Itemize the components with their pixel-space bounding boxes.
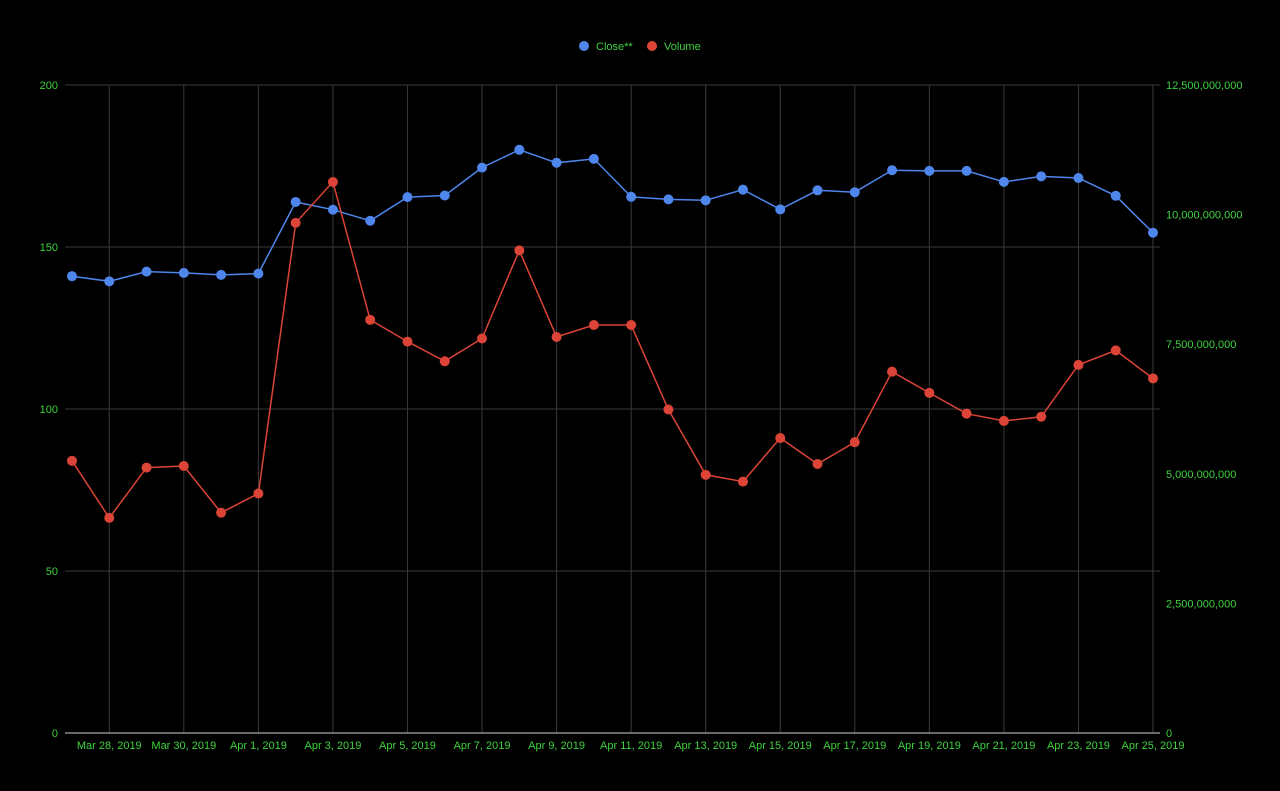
y-left-tick-label: 50 xyxy=(46,566,58,578)
close-series-line xyxy=(71,148,1154,283)
volume-data-point[interactable] xyxy=(812,458,823,469)
x-tick-label: Apr 15, 2019 xyxy=(749,740,812,752)
volume-data-point[interactable] xyxy=(1073,359,1084,370)
volume-data-point[interactable] xyxy=(290,217,301,228)
x-tick-label: Apr 9, 2019 xyxy=(528,740,585,752)
volume-series-line xyxy=(71,180,1154,520)
y-left-tick-label: 100 xyxy=(40,404,58,416)
volume-data-point[interactable] xyxy=(253,488,264,499)
volume-data-point[interactable] xyxy=(1036,411,1047,422)
close-data-point[interactable] xyxy=(1073,172,1084,183)
volume-data-point[interactable] xyxy=(514,245,525,256)
close-data-point[interactable] xyxy=(551,157,562,168)
close-data-point[interactable] xyxy=(253,268,264,279)
close-data-point[interactable] xyxy=(402,192,413,203)
close-data-point[interactable] xyxy=(104,276,115,287)
volume-data-point[interactable] xyxy=(588,320,599,331)
volume-data-point[interactable] xyxy=(1110,345,1121,356)
close-data-point[interactable] xyxy=(67,271,77,282)
close-data-point[interactable] xyxy=(998,176,1009,187)
volume-data-point[interactable] xyxy=(700,469,711,480)
close-data-point[interactable] xyxy=(365,215,376,226)
close-data-point[interactable] xyxy=(812,185,823,196)
x-tick-label: Apr 17, 2019 xyxy=(823,740,886,752)
volume-data-point[interactable] xyxy=(998,415,1009,426)
legend-close-marker[interactable] xyxy=(579,41,589,51)
volume-data-point[interactable] xyxy=(551,331,562,342)
volume-data-point[interactable] xyxy=(365,314,376,325)
close-data-point[interactable] xyxy=(849,187,860,198)
volume-data-point[interactable] xyxy=(849,437,860,448)
x-tick-label: Apr 23, 2019 xyxy=(1047,740,1110,752)
close-data-point[interactable] xyxy=(887,165,898,176)
x-tick-label: Apr 13, 2019 xyxy=(674,740,737,752)
close-data-point[interactable] xyxy=(663,194,674,205)
close-data-point[interactable] xyxy=(141,266,152,277)
y-right-tick-label: 7,500,000,000 xyxy=(1166,339,1236,351)
close-data-point[interactable] xyxy=(290,196,301,207)
close-data-point[interactable] xyxy=(775,204,786,215)
legend[interactable]: Close** Volume xyxy=(579,41,701,53)
close-data-point[interactable] xyxy=(178,267,189,278)
close-data-point[interactable] xyxy=(700,195,711,206)
volume-data-point[interactable] xyxy=(178,461,189,472)
volume-data-point[interactable] xyxy=(216,507,227,518)
volume-data-point[interactable] xyxy=(402,336,413,347)
x-tick-label: Mar 30, 2019 xyxy=(151,740,216,752)
volume-data-point[interactable] xyxy=(67,455,77,466)
volume-data-point[interactable] xyxy=(141,462,152,473)
close-data-point[interactable] xyxy=(737,184,748,195)
y-right-tick-label: 0 xyxy=(1166,728,1172,740)
legend-volume-label[interactable]: Volume xyxy=(664,41,701,53)
x-tick-label: Mar 28, 2019 xyxy=(77,740,142,752)
close-data-point[interactable] xyxy=(514,144,525,155)
close-data-point[interactable] xyxy=(1110,190,1121,201)
x-tick-label: Apr 19, 2019 xyxy=(898,740,961,752)
x-tick-label: Apr 3, 2019 xyxy=(304,740,361,752)
y-right-tick-label: 10,000,000,000 xyxy=(1166,210,1242,222)
volume-data-point[interactable] xyxy=(887,366,898,377)
x-tick-label: Apr 11, 2019 xyxy=(600,740,662,752)
legend-close-label[interactable]: Close** xyxy=(596,41,633,53)
y-right-tick-label: 2,500,000,000 xyxy=(1166,598,1236,610)
close-data-point[interactable] xyxy=(216,269,227,280)
close-data-point[interactable] xyxy=(327,204,338,215)
y-left-tick-label: 150 xyxy=(40,242,58,254)
volume-data-point[interactable] xyxy=(737,476,748,487)
close-data-point[interactable] xyxy=(588,153,599,164)
x-tick-label: Apr 7, 2019 xyxy=(454,740,511,752)
close-data-point[interactable] xyxy=(439,190,450,201)
volume-data-point[interactable] xyxy=(961,408,972,419)
x-tick-label: Apr 5, 2019 xyxy=(379,740,436,752)
volume-data-point[interactable] xyxy=(477,333,488,344)
close-data-point[interactable] xyxy=(1036,171,1047,182)
volume-data-point[interactable] xyxy=(439,356,450,367)
y-left-tick-label: 0 xyxy=(52,728,58,740)
close-data-point[interactable] xyxy=(626,191,637,202)
volume-data-point[interactable] xyxy=(924,387,935,398)
close-data-point[interactable] xyxy=(924,165,935,176)
volume-data-point[interactable] xyxy=(663,404,674,415)
close-data-point[interactable] xyxy=(961,165,972,176)
series-layer xyxy=(67,144,1158,523)
x-tick-label: Apr 1, 2019 xyxy=(230,740,287,752)
close-data-point[interactable] xyxy=(477,162,488,173)
volume-data-point[interactable] xyxy=(626,320,637,331)
y-left-tick-label: 200 xyxy=(40,80,58,92)
x-tick-label: Apr 25, 2019 xyxy=(1122,740,1185,752)
volume-data-point[interactable] xyxy=(1148,373,1158,384)
y-right-tick-label: 12,500,000,000 xyxy=(1166,80,1242,92)
volume-data-point[interactable] xyxy=(327,176,338,187)
volume-data-point[interactable] xyxy=(104,512,115,523)
y-right-tick-label: 5,000,000,000 xyxy=(1166,469,1236,481)
x-tick-label: Apr 21, 2019 xyxy=(972,740,1035,752)
legend-volume-marker[interactable] xyxy=(647,41,657,51)
volume-data-point[interactable] xyxy=(775,433,786,444)
close-data-point[interactable] xyxy=(1148,227,1158,238)
axis-layer: 0 50 100 150 200 0 2,500,000,000 5,000,000,000 7… xyxy=(40,80,1243,752)
